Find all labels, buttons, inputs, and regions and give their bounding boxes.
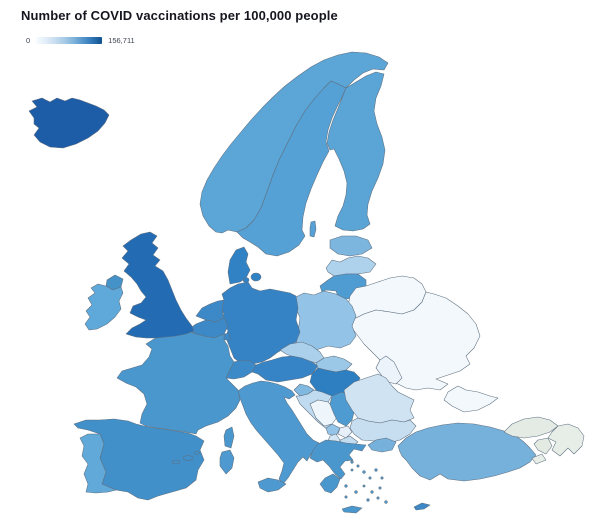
country-united-kingdom[interactable] [121,231,195,339]
country-kosovo[interactable] [337,425,353,439]
region-peloponnese[interactable] [319,473,341,494]
island-corsica[interactable] [223,426,235,449]
country-portugal[interactable] [79,433,117,494]
country-bulgaria[interactable] [349,417,417,444]
country-france[interactable] [116,330,241,435]
country-netherlands[interactable] [195,299,225,323]
page-title: Number of COVID vaccinations per 100,000… [21,8,338,23]
country-luxembourg[interactable] [223,332,231,341]
legend-gradient-bar [36,37,103,44]
legend: 0 156,711 [26,36,135,45]
island-sardinia[interactable] [219,449,235,475]
country-austria[interactable] [251,355,319,383]
country-iceland[interactable] [28,97,110,149]
country-cyprus[interactable] [413,502,431,511]
islands-balearics[interactable] [171,451,200,465]
country-moldova[interactable] [375,355,403,385]
country-armenia[interactable] [533,437,553,455]
islands-aegean[interactable] [344,460,388,504]
island-crete[interactable] [341,505,363,514]
country-azerbaijan[interactable] [547,423,585,457]
country-montenegro[interactable] [325,423,341,437]
island-gotland[interactable] [309,220,317,238]
country-poland[interactable] [293,290,357,351]
legend-max-label: 156,711 [108,36,135,45]
country-estonia[interactable] [329,235,373,257]
country-latvia[interactable] [325,255,377,277]
country-sweden[interactable] [236,80,347,257]
country-ireland[interactable] [84,283,124,331]
country-greece[interactable] [309,439,367,480]
legend-min-label: 0 [26,36,31,45]
region-turkey-thrace[interactable] [367,437,397,453]
country-finland[interactable] [326,71,386,232]
country-switzerland[interactable] [225,359,257,380]
island-sicily[interactable] [257,477,287,493]
region-nakhchivan[interactable] [531,453,547,465]
region-crimea[interactable] [443,385,499,413]
country-denmark-islands[interactable] [242,272,262,283]
country-turkey[interactable] [397,422,537,482]
